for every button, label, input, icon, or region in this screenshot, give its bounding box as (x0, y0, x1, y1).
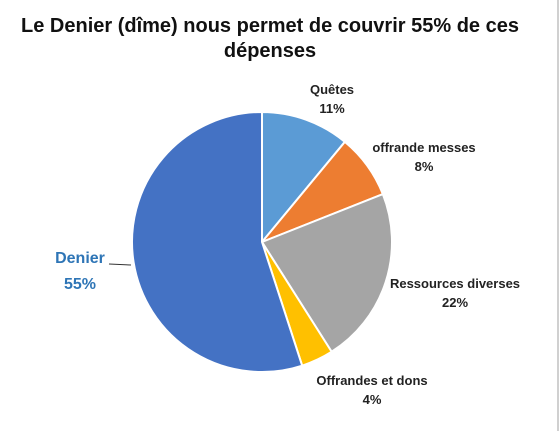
chart-title-line-2: dépenses (223, 40, 317, 62)
label-ressources-diverses-value: 22% (442, 295, 468, 310)
label-offrande-messes-name: offrande messes (372, 140, 475, 155)
label-quetes-name: Quêtes (310, 82, 354, 97)
label-quetes-value: 11% (319, 101, 345, 116)
pie-slice-quetes (261, 110, 347, 245)
label-ressources-diverses-name: Ressources diverses (390, 276, 520, 291)
label-denier-value: 55% (64, 276, 96, 293)
label-offrande-messes-value: 8% (415, 159, 434, 174)
denier-leader-line (108, 263, 132, 266)
pie-slice-ressources-diverses (260, 192, 393, 354)
pie-slice-denier (131, 110, 304, 373)
pie-slices (131, 110, 393, 373)
label-offrandes-et-dons-name: Offrandes et dons (316, 373, 427, 388)
label-denier-name: Denier (55, 250, 105, 267)
label-offrandes-et-dons-value: 4% (363, 392, 382, 407)
chart-title: Le Denier (dîme) nous permet de couvrir … (0, 14, 540, 64)
chart-title-line-1: Le Denier (dîme) nous permet de couvrir … (21, 15, 519, 37)
